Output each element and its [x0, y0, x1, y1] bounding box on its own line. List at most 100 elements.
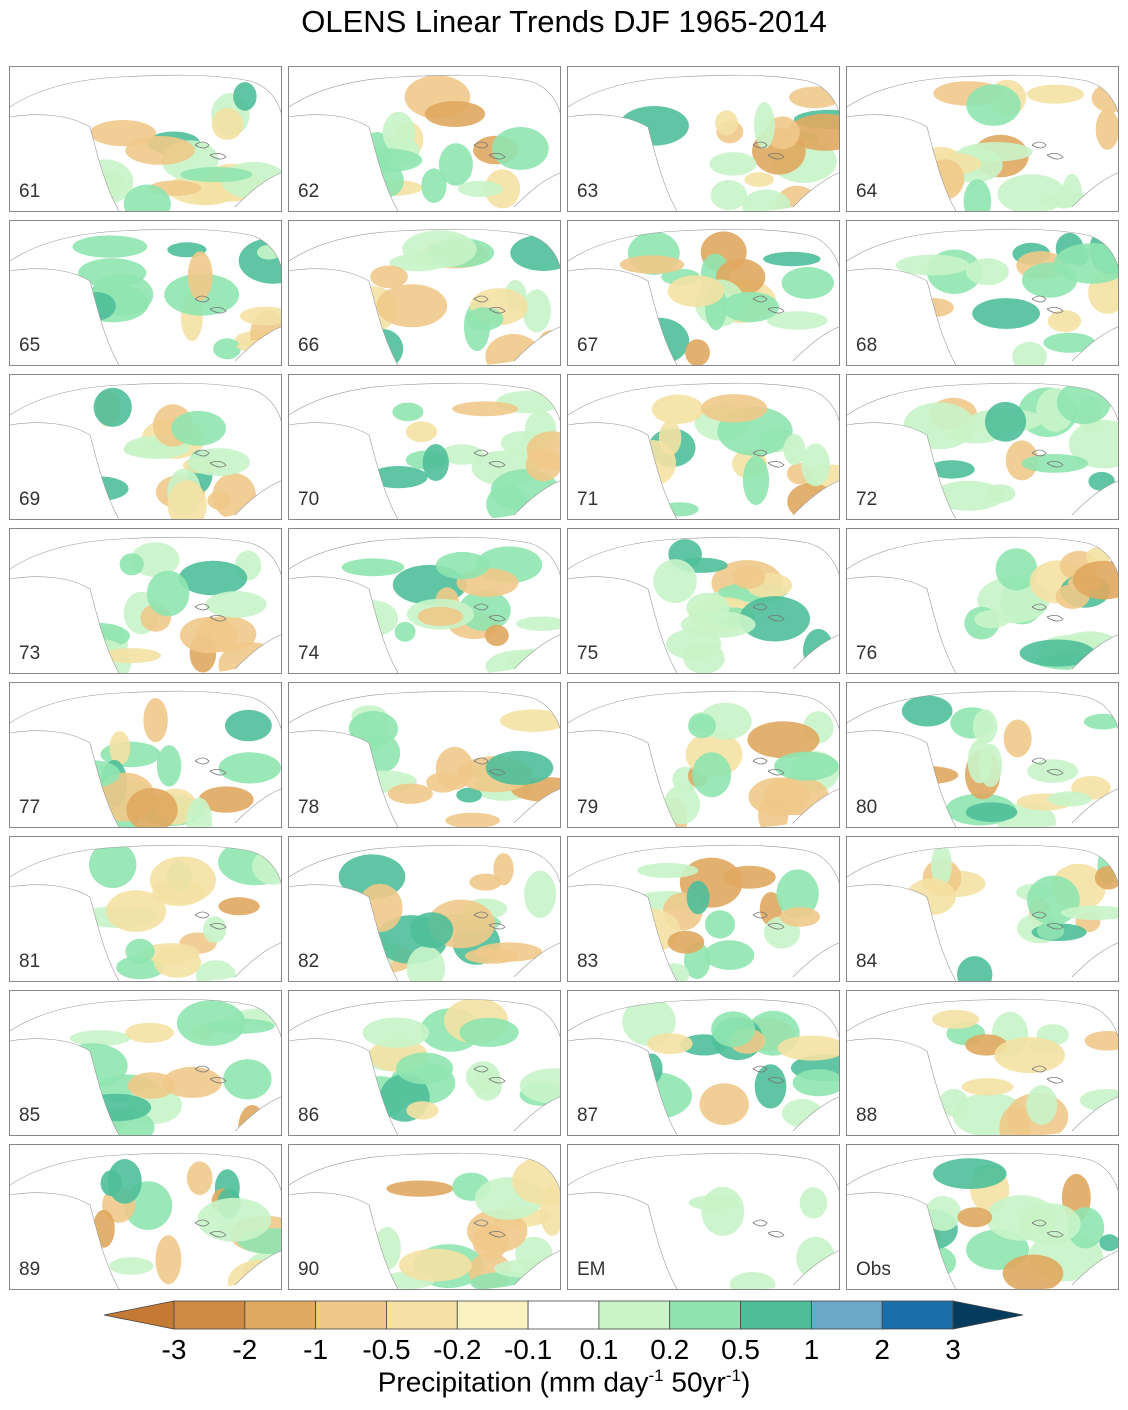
map-canvas	[289, 536, 560, 673]
panel-label: 86	[298, 1105, 320, 1126]
trend-patch	[456, 787, 482, 803]
trend-patch	[155, 1235, 182, 1285]
trend-patch	[986, 1195, 1057, 1241]
trend-patch	[492, 127, 549, 170]
trend-patch	[153, 946, 201, 978]
panel-label: 67	[577, 335, 599, 356]
trend-patch	[961, 1078, 1014, 1096]
panel-label: 88	[856, 1105, 878, 1126]
trend-patch	[647, 1033, 693, 1054]
coastline	[289, 536, 560, 673]
trend-patch	[895, 254, 970, 276]
trend-patch	[240, 306, 281, 326]
trend-patch	[1095, 108, 1118, 150]
trend-patch	[742, 455, 770, 505]
trend-patch	[748, 777, 810, 817]
trend-patch	[464, 948, 519, 964]
map-panel: 75	[567, 528, 840, 674]
trend-patch	[89, 120, 156, 147]
trend-patch	[402, 230, 477, 269]
panel-label: 83	[577, 951, 599, 972]
trend-patch	[459, 1017, 519, 1047]
map-canvas	[847, 998, 1118, 1135]
coastline	[10, 690, 281, 827]
trend-patch	[203, 916, 227, 943]
panel-label: 68	[856, 335, 878, 356]
trend-patch	[146, 570, 190, 617]
great-lakes	[1031, 1065, 1064, 1084]
trend-patch	[525, 448, 560, 482]
trend-patch	[1047, 310, 1082, 333]
trend-patch	[651, 394, 704, 424]
trend-patch	[999, 1106, 1031, 1135]
trend-patch	[440, 444, 484, 465]
trend-patch	[1061, 905, 1118, 921]
colorbar-bin	[527, 1300, 600, 1330]
trend-patch	[123, 184, 171, 211]
panel-label: 82	[298, 951, 320, 972]
coastline	[10, 382, 281, 519]
trend-patch	[398, 1248, 472, 1282]
trend-patch	[1026, 1085, 1058, 1125]
panel-label: 72	[856, 489, 878, 510]
trend-patch	[167, 480, 207, 519]
trend-patch	[925, 1195, 962, 1231]
trend-patch	[107, 1159, 142, 1204]
trend-patch	[186, 1161, 213, 1195]
trend-patch	[783, 433, 806, 465]
trend-patch	[438, 143, 473, 186]
panel-label: 81	[19, 951, 41, 972]
coastline	[568, 690, 839, 827]
trend-patch	[619, 255, 685, 274]
great-lakes	[1031, 449, 1064, 468]
trend-patch	[218, 752, 281, 784]
trend-patch	[701, 394, 768, 423]
great-lakes	[752, 757, 785, 776]
trend-patch	[957, 1207, 993, 1228]
map-canvas	[289, 382, 560, 519]
trend-patch	[125, 1022, 174, 1043]
trend-patch	[744, 172, 774, 187]
trend-patch	[233, 82, 257, 111]
trend-patch	[119, 553, 144, 576]
trend-patch	[392, 402, 424, 422]
coastline	[289, 74, 560, 211]
map-panel: 65	[9, 220, 282, 366]
trend-patch	[457, 180, 503, 197]
trend-patch	[394, 621, 416, 642]
trend-patch	[799, 1187, 828, 1219]
colorbar-tick-label: -3	[161, 1334, 187, 1365]
trend-patch	[213, 338, 241, 360]
colorbar-tick-label: -0.1	[503, 1334, 553, 1365]
trend-patch	[485, 750, 554, 785]
colorbar-ticks: -3 -2 -1 -0.5 -0.2 -0.1 0.1 0.2 0.5 1 2 3	[0, 1334, 1128, 1368]
great-lakes	[194, 603, 227, 622]
trend-patch	[524, 870, 557, 918]
trend-patch	[1012, 341, 1047, 365]
map-canvas	[289, 1152, 560, 1289]
trend-patch	[972, 298, 1040, 329]
coastline	[847, 382, 1118, 519]
great-lakes	[473, 911, 506, 930]
trend-patch	[109, 1257, 154, 1275]
great-lakes	[473, 603, 506, 622]
trend-patch	[238, 237, 281, 284]
map-canvas	[10, 690, 281, 827]
trend-patch	[187, 251, 213, 301]
trend-patch	[205, 591, 267, 618]
trend-patch	[484, 624, 509, 646]
panel-label: 71	[577, 489, 599, 510]
trend-patch	[72, 235, 148, 258]
colorbar-tick-label: 0.2	[650, 1334, 690, 1365]
trend-patch	[692, 752, 732, 798]
colorbar-extend-high	[952, 1300, 1024, 1330]
coastline	[568, 74, 839, 211]
trend-patch	[180, 167, 253, 183]
trend-patch	[963, 179, 992, 211]
trend-patch	[435, 551, 490, 580]
coastline	[847, 998, 1118, 1135]
trend-patch	[1043, 332, 1096, 353]
trend-patch	[406, 946, 446, 981]
trend-patch	[116, 955, 165, 980]
trend-patch	[126, 788, 178, 827]
